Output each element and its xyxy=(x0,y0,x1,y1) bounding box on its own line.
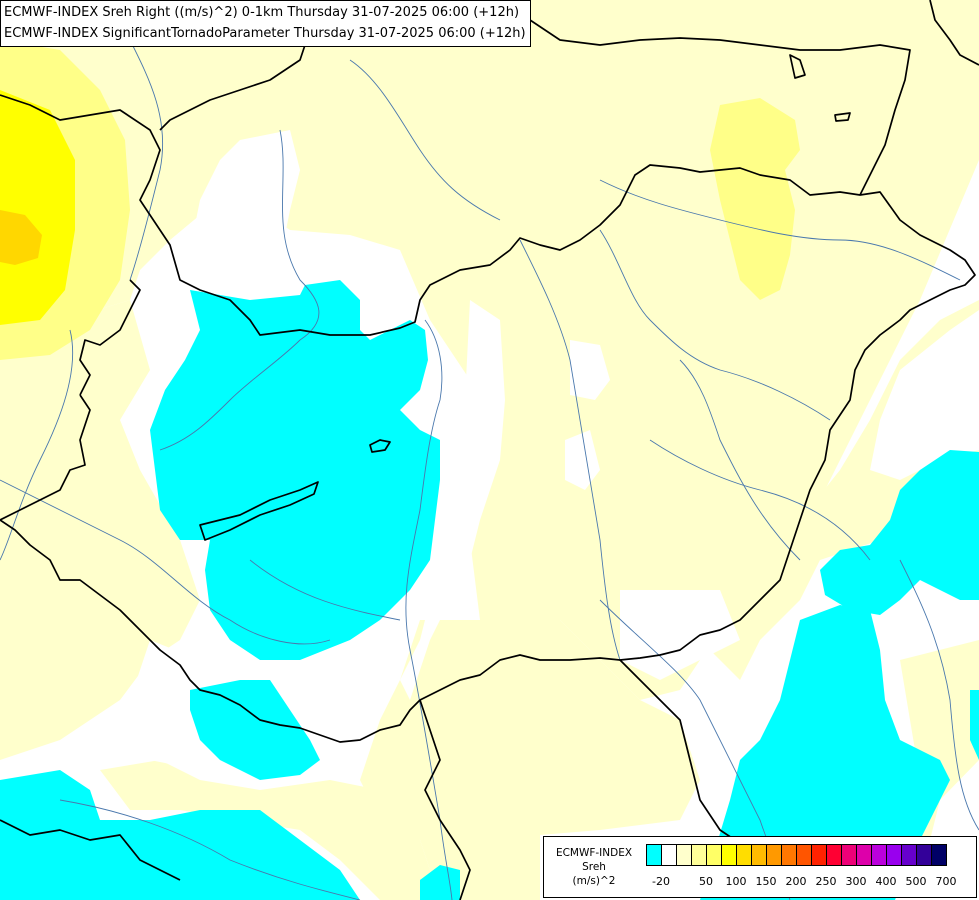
legend-swatch xyxy=(886,844,902,866)
color-legend: ECMWF-INDEX Sreh (m/s)^2 -20 50 100 150 200 2… xyxy=(543,836,977,898)
title-line-stp: ECMWF-INDEX SignificantTornadoParameter … xyxy=(4,26,526,41)
cyan-south-west xyxy=(190,680,320,780)
legend-swatch xyxy=(811,844,827,866)
legend-name: ECMWF-INDEX Sreh (m/s)^2 xyxy=(546,846,642,888)
title-line-sreh: ECMWF-INDEX Sreh Right ((m/s)^2) 0-1km T… xyxy=(4,5,520,20)
legend-swatch xyxy=(931,844,947,866)
cyan-bottom-center xyxy=(420,865,460,900)
legend-swatch xyxy=(736,844,752,866)
legend-swatch xyxy=(871,844,887,866)
cyan-far-east xyxy=(820,450,979,615)
legend-tick-label: 200 xyxy=(785,875,807,888)
legend-swatch xyxy=(766,844,782,866)
legend-swatch xyxy=(901,844,917,866)
legend-swatch xyxy=(856,844,872,866)
yellow-west-inner xyxy=(0,90,75,325)
legend-tick-label: 500 xyxy=(905,875,927,888)
yellow-maxima xyxy=(0,40,800,360)
yellow-northeast xyxy=(710,98,800,300)
rivers xyxy=(0,39,979,900)
cyan-central xyxy=(150,280,440,660)
cyan-right-edge xyxy=(970,690,979,760)
legend-swatches xyxy=(646,844,947,866)
legend-swatch xyxy=(721,844,737,866)
legend-swatch xyxy=(661,844,677,866)
legend-tick-label: 700 xyxy=(935,875,957,888)
legend-swatch xyxy=(706,844,722,866)
legend-swatch xyxy=(826,844,842,866)
legend-swatch xyxy=(781,844,797,866)
legend-tick-label: 50 xyxy=(699,875,713,888)
legend-tick-label: -20 xyxy=(652,875,670,888)
cyan-bottom-left xyxy=(0,770,360,900)
legend-name-line: ECMWF-INDEX xyxy=(555,847,633,859)
legend-ticks: -20 50 100 150 200 250 300 400 500 700 xyxy=(544,875,976,889)
legend-swatch xyxy=(646,844,662,866)
legend-swatch xyxy=(691,844,707,866)
pale-yellow-bottom-left xyxy=(100,760,440,900)
gold-west-core xyxy=(0,210,42,265)
pale-yellow-south xyxy=(360,620,700,900)
legend-swatch xyxy=(751,844,767,866)
legend-tick-label: 100 xyxy=(725,875,747,888)
legend-swatch xyxy=(841,844,857,866)
legend-tick-label: 400 xyxy=(875,875,897,888)
white-gaps xyxy=(110,130,979,770)
legend-name-line: (m/s)^2 xyxy=(572,875,616,887)
legend-swatch xyxy=(796,844,812,866)
legend-tick-label: 300 xyxy=(845,875,867,888)
legend-swatch xyxy=(916,844,932,866)
title-box: ECMWF-INDEX Sreh Right ((m/s)^2) 0-1km T… xyxy=(0,0,531,47)
legend-tick-label: 250 xyxy=(815,875,837,888)
legend-tick-label: 150 xyxy=(755,875,777,888)
legend-name-line: Sreh xyxy=(582,861,606,873)
legend-swatch xyxy=(676,844,692,866)
cyan-regions xyxy=(0,280,979,900)
